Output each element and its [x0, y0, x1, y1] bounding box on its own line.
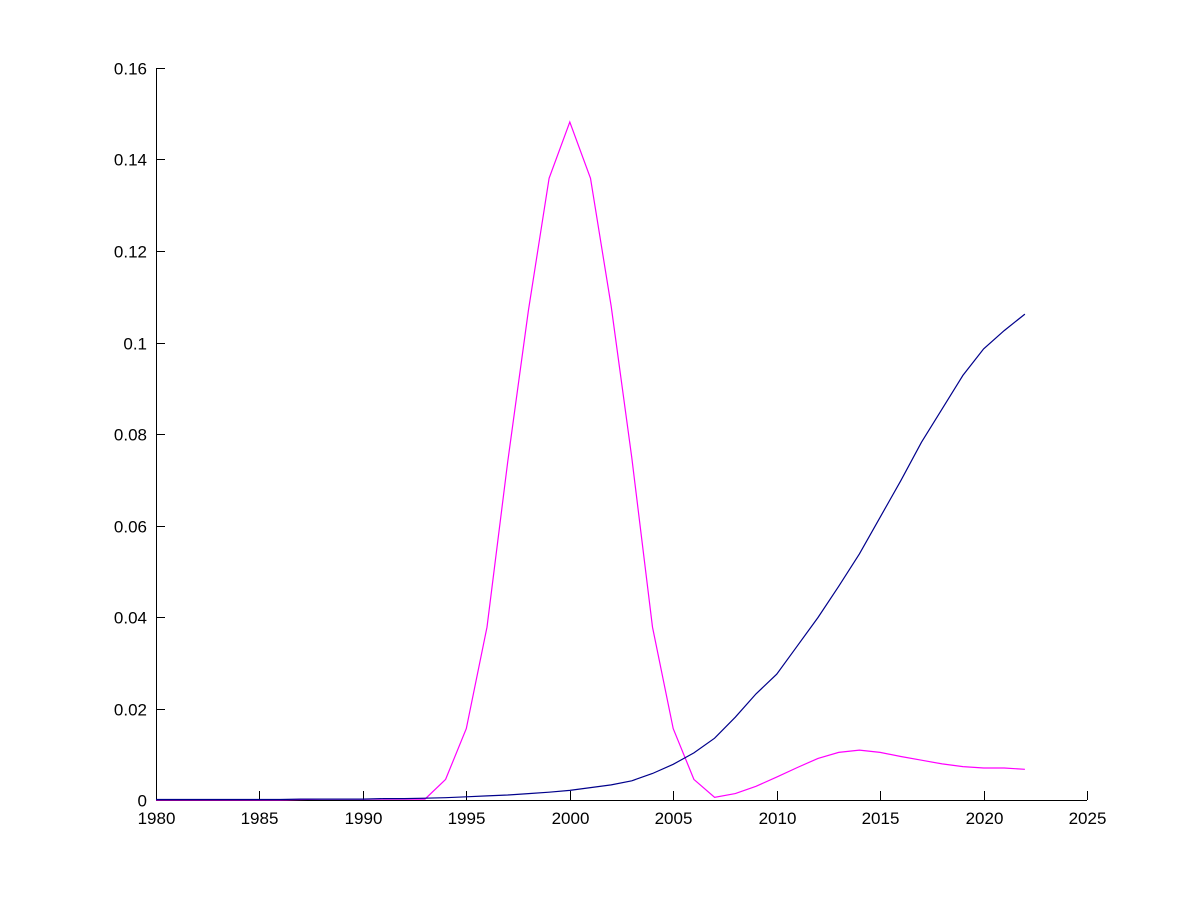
x-tick-label: 2015	[862, 809, 900, 828]
x-tick-label: 1985	[241, 809, 279, 828]
x-tick-label: 2020	[966, 809, 1004, 828]
x-tick-label: 2025	[1069, 809, 1107, 828]
y-tick-label: 0.02	[114, 701, 147, 720]
y-tick-label: 0	[138, 792, 147, 811]
y-tick-label: 0.08	[114, 426, 147, 445]
x-tick-label: 2000	[552, 809, 590, 828]
y-tick-label: 0.1	[123, 335, 147, 354]
x-tick-label: 1990	[345, 809, 383, 828]
axes: 1980 1985 1990 1995 2000 2005 2010 2015 2020 2025…	[114, 60, 1107, 829]
x-tick-label: 1980	[138, 809, 176, 828]
series-group	[156, 120, 1026, 801]
series-line-2	[156, 313, 1026, 801]
y-tick-label: 0.06	[114, 518, 147, 537]
x-tick-label: 2005	[655, 809, 693, 828]
x-tick-label: 1995	[448, 809, 486, 828]
series-line-1	[156, 120, 1025, 801]
y-tick-label: 0.14	[114, 151, 147, 170]
y-tick-label: 0.12	[114, 243, 147, 262]
y-tick-label: 0.16	[114, 60, 147, 79]
y-tick-label: 0.04	[114, 609, 147, 628]
x-tick-label: 2010	[759, 809, 797, 828]
